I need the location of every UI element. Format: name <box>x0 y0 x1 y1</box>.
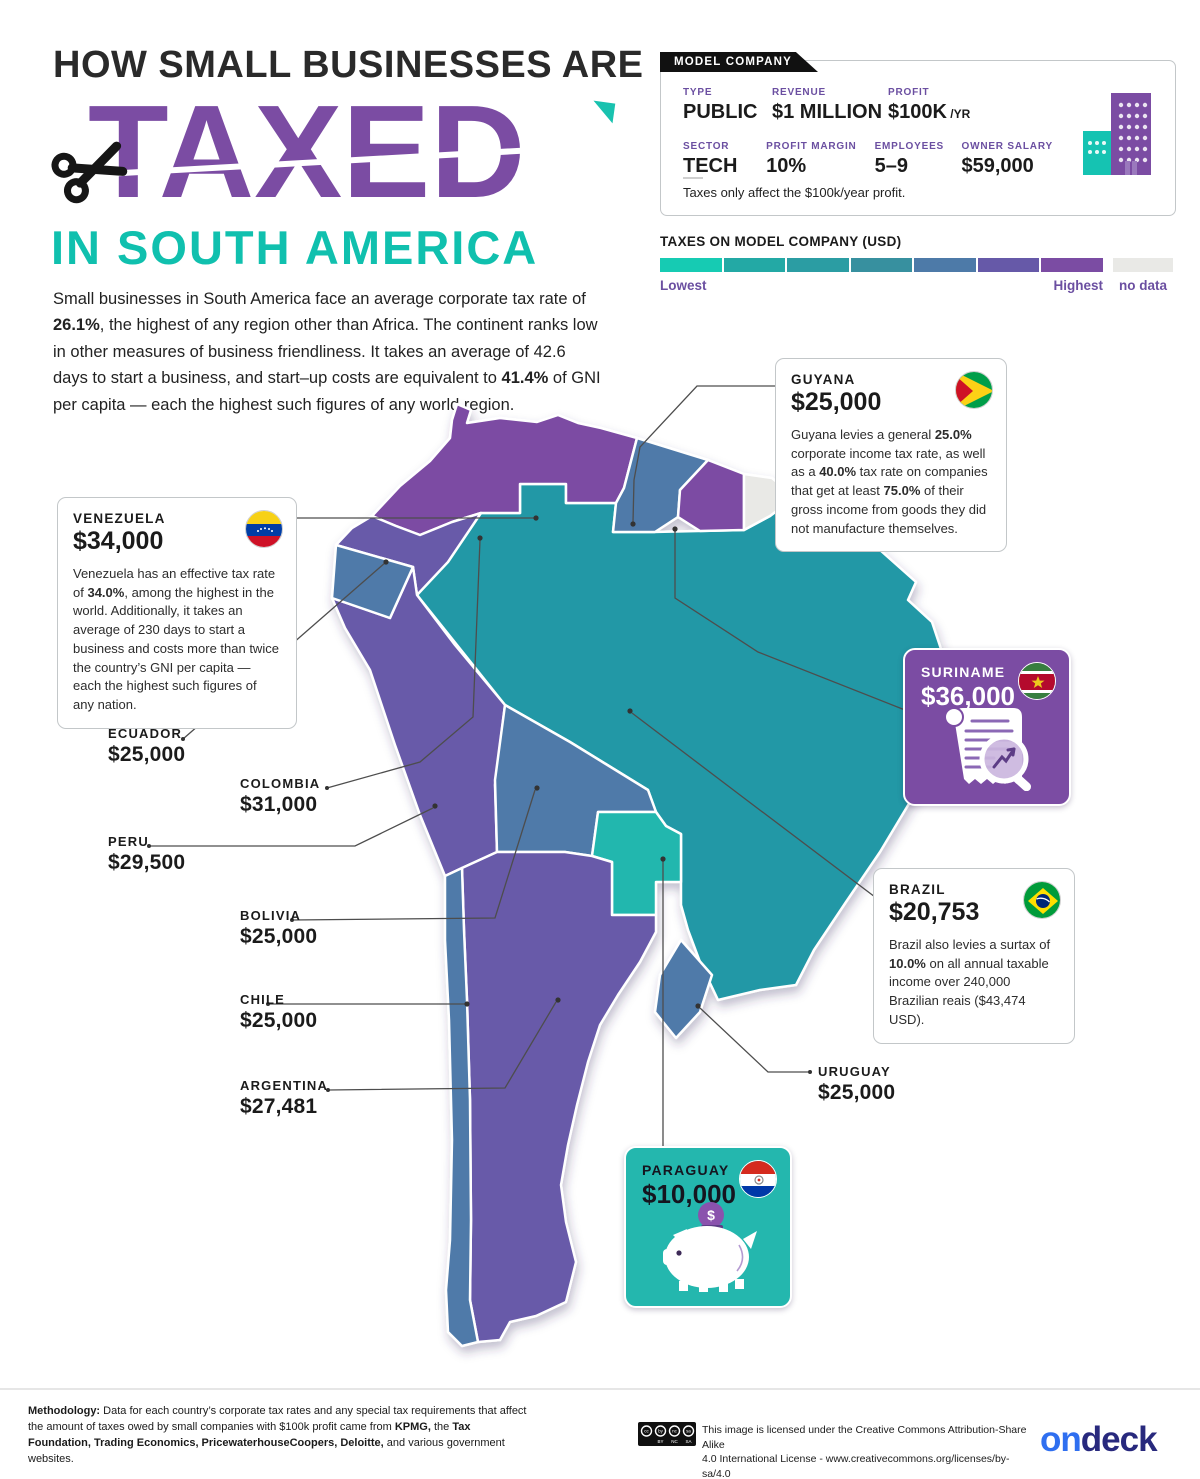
country-colombia <box>334 511 483 597</box>
methodology-text: Methodology: Data for each country’s cor… <box>28 1405 527 1465</box>
note-divider <box>683 177 703 179</box>
country-uruguay <box>653 938 714 1040</box>
piggy-bank-icon: $ <box>626 1201 790 1298</box>
legend-lowest-label: Lowest <box>660 278 707 293</box>
footer-divider <box>0 1388 1200 1390</box>
label-chile: CHILE $25,000 <box>240 992 318 1032</box>
brazil-flag-icon <box>1023 881 1061 919</box>
model-company-card: MODEL COMPANY TYPE PUBLIC REVENUE $1 MIL… <box>660 52 1176 216</box>
label-uruguay: URUGUAY $25,000 <box>818 1064 896 1104</box>
field-sector: SECTOR TECH <box>683 141 738 177</box>
callout-suriname: SURINAME $36,000 <box>903 648 1071 806</box>
leader-bolivia <box>291 789 536 921</box>
leader-argentina <box>327 1001 557 1091</box>
callout-venezuela: VENEZUELA $34,000 Venezuela has an effec… <box>57 497 297 729</box>
receipt-magnifier-icon <box>905 703 1069 796</box>
model-company-tab: MODEL COMPANY <box>660 52 818 72</box>
callout-guyana: GUYANA $25,000 Guyana levies a general 2… <box>775 358 1007 553</box>
intro-paragraph: Small businesses in South America face a… <box>53 290 601 414</box>
creative-commons-license-icon: cc by nc sa BY NC SA <box>638 1422 696 1451</box>
field-type: TYPE PUBLIC <box>683 87 758 123</box>
legend-nodata-swatch <box>1113 258 1173 272</box>
svg-text:BY: BY <box>657 1439 663 1444</box>
field-employees: EMPLOYEES 5–9 <box>874 141 945 177</box>
leader-peru <box>149 807 434 847</box>
leader-colombia <box>326 539 481 789</box>
leader-lines <box>147 385 906 1148</box>
page-title-taxed: TAXED <box>51 85 618 218</box>
leader-suriname <box>674 530 906 711</box>
license-text: This image is licensed under the Creativ… <box>702 1424 1027 1479</box>
leader-guyana <box>632 385 775 523</box>
field-revenue: REVENUE $1 MILLION <box>772 87 883 123</box>
callout-brazil: BRAZIL $20,753 Brazil also levies a surt… <box>873 868 1075 1044</box>
field-profit: PROFIT $100K /YR <box>888 87 971 123</box>
guyana-flag-icon <box>955 371 993 409</box>
leader-brazil <box>631 712 876 898</box>
model-company-grid: TYPE PUBLIC REVENUE $1 MILLION PROFIT $1… <box>683 87 1083 195</box>
label-colombia: COLOMBIA $31,000 <box>240 776 321 816</box>
svg-text:SA: SA <box>685 1439 691 1444</box>
page-title-line3: IN SOUTH AMERICA <box>51 221 539 274</box>
country-chile <box>443 866 480 1348</box>
svg-text:nc: nc <box>672 1429 678 1434</box>
office-buildings-icon <box>1081 91 1153 182</box>
svg-text:sa: sa <box>686 1429 691 1434</box>
svg-text:NC: NC <box>671 1439 678 1444</box>
label-ecuador: ECUADOR $25,000 <box>108 726 186 766</box>
svg-text:by: by <box>658 1429 664 1434</box>
scissors-icon <box>40 120 136 221</box>
label-argentina: ARGENTINA $27,481 <box>240 1078 329 1118</box>
legend-scale <box>660 258 1104 272</box>
legend-nodata-label: no data <box>1118 278 1167 293</box>
svg-text:cc: cc <box>644 1429 649 1434</box>
field-profit-margin: PROFIT MARGIN 10% <box>766 141 857 177</box>
ondeck-logo: ondeck <box>1040 1420 1158 1459</box>
leader-dots <box>147 515 812 1092</box>
label-peru: PERU $29,500 <box>108 834 186 874</box>
label-bolivia: BOLIVIA $25,000 <box>240 908 318 948</box>
suriname-flag-icon <box>1018 662 1056 700</box>
venezuela-flag-icon <box>245 510 283 548</box>
page-title-line1: HOW SMALL BUSINESSES ARE <box>53 44 644 86</box>
model-company-note: Taxes only affect the $100k/year profit. <box>683 185 906 200</box>
leader-uruguay <box>699 1007 808 1073</box>
svg-text:$: $ <box>707 1207 715 1223</box>
field-owner-salary: OWNER SALARY $59,000 <box>961 141 1053 177</box>
paraguay-flag-icon <box>739 1160 777 1198</box>
callout-paraguay: PARAGUAY $10,000 $ <box>624 1146 792 1308</box>
legend-highest-label: Highest <box>1053 278 1103 293</box>
country-venezuela <box>370 402 639 537</box>
legend-title: TAXES ON MODEL COMPANY (USD) <box>660 234 902 249</box>
country-ecuador <box>330 543 415 620</box>
